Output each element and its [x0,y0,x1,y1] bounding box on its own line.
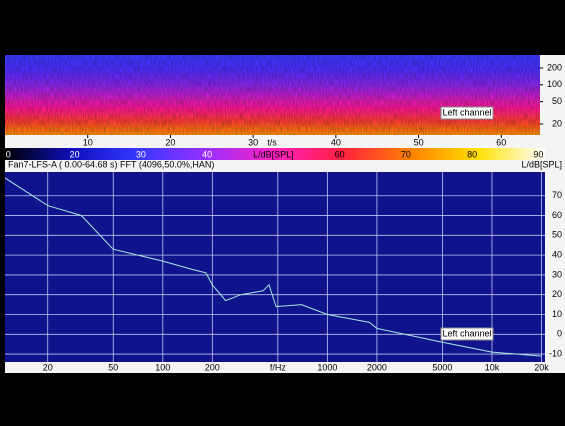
y-tick-label: -10 [549,348,562,358]
colorbar-tick-label: 30 [136,149,146,159]
colorbar-tick-label: L/dB[SPL] [253,149,294,159]
y-tick-label: 0 [557,329,562,339]
x-tick-label: 40 [331,137,341,147]
annotation: Left channel [440,106,494,120]
x-tick-label: 2000 [367,362,387,372]
y-tick-label: 200 [547,62,562,72]
colorbar-tick-label: 90 [533,149,543,159]
annotation: Left channel [440,327,494,341]
y-tick-label: 70 [552,190,562,200]
x-tick-label: 50 [108,362,118,372]
annotation-text: Left channel [442,328,491,338]
x-tick-label: 20 [43,362,53,372]
x-tick-label: 50 [414,137,424,147]
x-tick-label: 10 [83,137,93,147]
fft-ylabel: L/dB[SPL] [521,159,562,169]
colorbar-tick-label: 0 [6,149,11,159]
colorbar-tick-label: 60 [335,149,345,159]
spectrum-line [4,177,542,357]
x-tick-label: 10k [485,362,500,372]
fft-title: Fan7-LFS-A ( 0.00-64.68 s) FFT (4096,50.… [8,159,214,169]
x-tick-label: f/Hz [270,362,287,372]
colorbar [5,148,545,160]
y-tick-label: 50 [552,230,562,240]
x-tick-label: 20 [165,137,175,147]
annotation-box [440,106,494,120]
y-tick-label: 60 [552,210,562,220]
spectrogram-texture [5,55,540,135]
colorbar-tick-label: 20 [70,149,80,159]
colorbar-tick-label: 40 [202,149,212,159]
y-tick-label: 20 [552,289,562,299]
x-tick-label: 60 [496,137,506,147]
annotation-box [440,327,494,341]
x-tick-label: 20k [534,362,549,372]
x-tick-label: 100 [155,362,170,372]
y-tick-label: 100 [547,79,562,89]
x-tick-label: 200 [205,362,220,372]
x-tick-label: 1000 [317,362,337,372]
y-tick-label: 20 [552,118,562,128]
y-tick-label: 50 [552,96,562,106]
annotation-text: Left channel [442,107,491,117]
colorbar-tick-label: 80 [467,149,477,159]
colorbar-tick-label: 70 [401,149,411,159]
x-tick-label: 5000 [432,362,452,372]
y-tick-label: 30 [552,269,562,279]
y-tick-label: 10 [552,309,562,319]
y-tick-label: 40 [552,250,562,260]
x-axis-label: t/s [267,137,277,147]
x-tick-label: 30 [248,137,258,147]
